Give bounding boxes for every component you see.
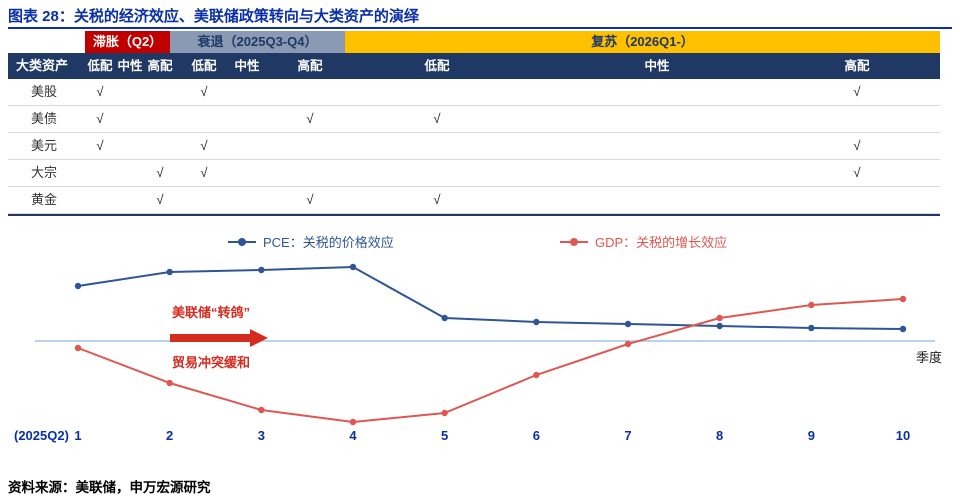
x-tick-label: 8	[716, 428, 724, 443]
x-tick-label: 10	[895, 428, 911, 443]
table-bottom-rule	[8, 214, 940, 216]
check-mark: √	[853, 138, 861, 153]
phase-stagflation: 滞胀（Q2）	[85, 31, 170, 53]
table-row-commodities: 大宗 √ √ √	[8, 160, 940, 187]
check-mark: √	[156, 165, 164, 180]
title-rule	[8, 27, 952, 29]
stance-underweight: 低配	[191, 59, 217, 73]
x-tick-label: 3	[257, 428, 265, 443]
stance-neutral: 中性	[234, 59, 260, 73]
corner-label: 大类资产	[16, 58, 69, 73]
check-mark: √	[433, 192, 441, 207]
legend-label-gdp: GDP：关税的增长效应	[595, 235, 728, 250]
phase-recovery: 复苏（2026Q1-）	[345, 31, 940, 53]
asset-name: 美股	[30, 84, 57, 99]
stance-underweight: 低配	[87, 59, 113, 73]
x-tick-label: 7	[624, 428, 632, 443]
legend-item-pce: PCE：关税的价格效应	[228, 232, 394, 251]
table-row-gold: 黄金 √ √ √	[8, 187, 940, 214]
gdp-line-marker-icon	[560, 237, 588, 246]
check-mark: √	[200, 138, 208, 153]
check-mark: √	[200, 165, 208, 180]
right-arrow-icon	[170, 329, 268, 347]
check-mark: √	[853, 165, 861, 180]
x-tick-label: 4	[349, 428, 357, 443]
check-mark: √	[156, 192, 164, 207]
check-mark: √	[96, 84, 104, 99]
pce-line-marker-icon	[228, 237, 256, 246]
check-mark: √	[96, 138, 104, 153]
stance-neutral: 中性	[117, 59, 143, 73]
stance-overweight: 高配	[844, 59, 870, 73]
x-axis-unit-label: 季度	[916, 350, 943, 365]
legend-label-pce: PCE：关税的价格效应	[263, 235, 394, 250]
check-mark: √	[306, 192, 314, 207]
check-mark: √	[853, 84, 861, 99]
stance-overweight: 高配	[297, 59, 323, 73]
x-axis-start-note: (2025Q2)	[14, 428, 69, 443]
check-mark: √	[433, 111, 441, 126]
stance-overweight: 高配	[147, 59, 173, 73]
annotation-fed-dovish: 美联储“转鸽”	[172, 305, 251, 320]
check-mark: √	[306, 111, 314, 126]
table-column-header: 大类资产 低配 中性 高配 低配 中性 高配 低配 中性 高配	[8, 53, 940, 79]
stance-underweight: 低配	[424, 59, 450, 73]
check-mark: √	[200, 84, 208, 99]
phase-recession: 衰退（2025Q3-Q4）	[170, 31, 345, 53]
page-title: 图表 28：关税的经济效应、美联储政策转向与大类资产的演绎	[8, 8, 419, 25]
asset-name: 黄金	[30, 192, 57, 207]
x-tick-label: 5	[441, 428, 449, 443]
stance-neutral: 中性	[644, 59, 670, 73]
asset-name: 大宗	[30, 165, 57, 180]
check-mark: √	[96, 111, 104, 126]
x-tick-label: 2	[166, 428, 174, 443]
table-row-us-bonds: 美债 √ √ √	[8, 106, 940, 133]
annotation-trade-easing: 贸易冲突缓和	[172, 355, 251, 370]
x-tick-label: 1	[74, 428, 82, 443]
table-row-us-dollar: 美元 √ √ √	[8, 133, 940, 160]
asset-name: 美债	[30, 111, 57, 126]
asset-name: 美元	[30, 138, 57, 153]
legend-item-gdp: GDP：关税的增长效应	[560, 232, 727, 251]
x-tick-label: 9	[807, 428, 815, 443]
table-row-us-equity: 美股 √ √ √	[8, 79, 940, 106]
x-tick-label: 6	[532, 428, 540, 443]
source-note: 资料来源：美联储，申万宏源研究	[8, 480, 211, 495]
